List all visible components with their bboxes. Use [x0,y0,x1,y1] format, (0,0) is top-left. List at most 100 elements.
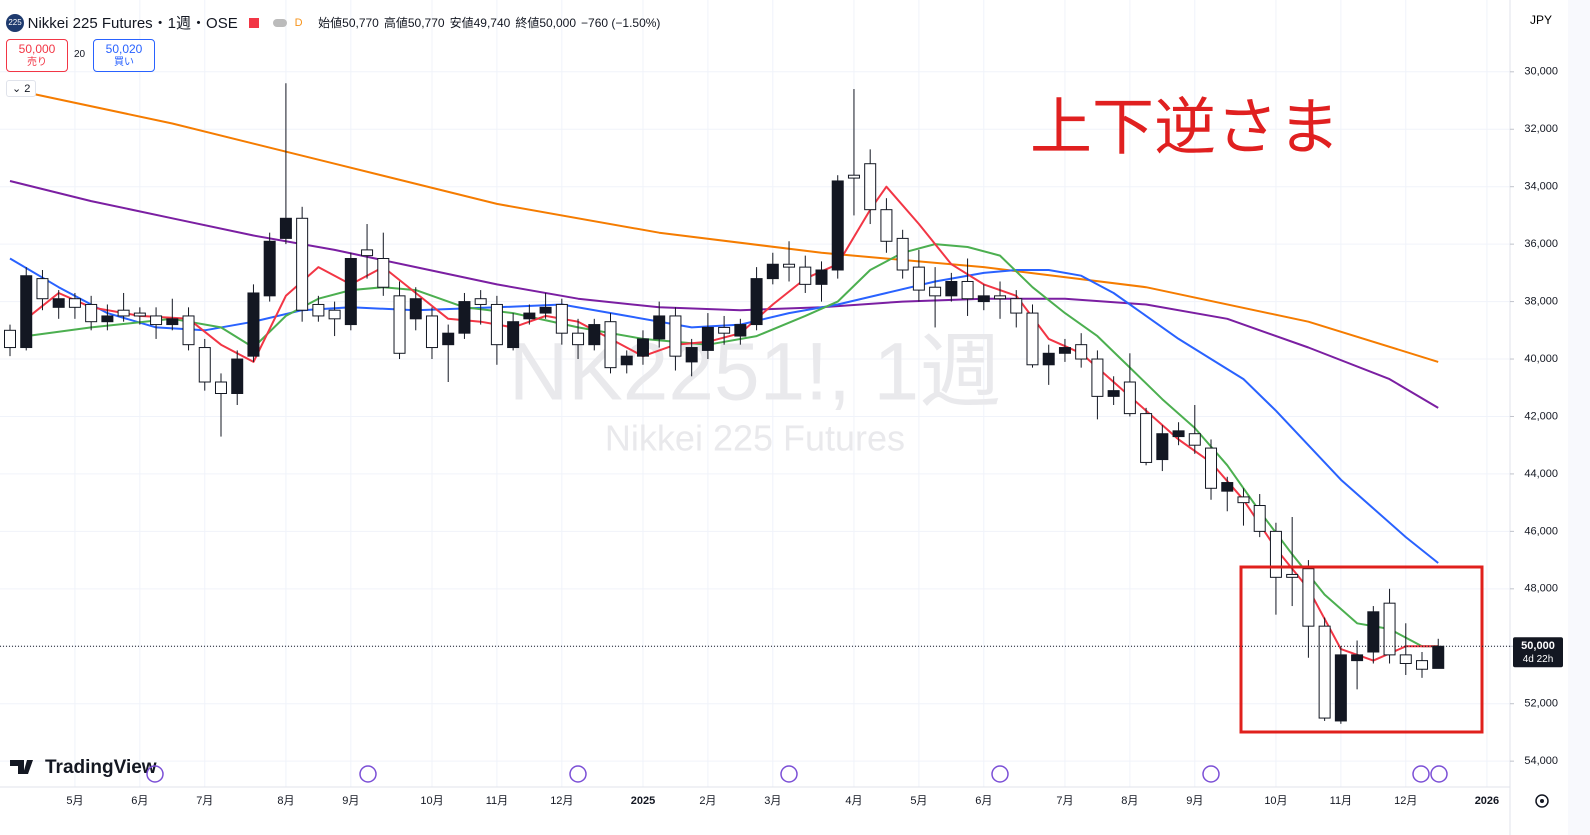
candle-body [1334,654,1347,722]
price-tag [1513,637,1563,668]
candle-body [1269,530,1282,578]
candle-body [20,275,33,349]
event-icon[interactable] [991,765,1009,783]
candle-body [458,301,471,334]
candle-body [68,298,81,308]
header: 225 Nikkei 225 Futures・1週・OSE D 始値50,770… [6,12,665,33]
price-tag-label: 50,000 [1521,640,1555,652]
candle-body [263,240,276,297]
event-icon[interactable] [1430,765,1448,783]
buy-button[interactable]: 50,020 買い [93,39,155,72]
candle-body [799,266,812,285]
candle-body [912,266,925,291]
delay-flag: D [294,16,303,29]
y-tick-label: 52,000 [1524,698,1558,710]
candle-body [425,315,438,349]
settings-icon[interactable] [1535,794,1549,808]
ma-line [9,180,1439,409]
brand-logo [10,760,33,774]
candle-body [166,318,179,326]
x-tick-label: 4月 [845,795,862,807]
x-tick-label: 12月 [1394,795,1417,807]
event-icon[interactable] [780,765,798,783]
x-tick-label: 5月 [910,795,927,807]
candle-body [474,298,487,305]
candle-body [945,280,958,297]
candle-body [1416,660,1429,670]
sell-price: 50,000 [18,42,56,56]
candle-body [831,180,844,271]
candle-body [1318,625,1331,719]
candle-body [1399,654,1412,664]
event-icon[interactable] [1202,765,1220,783]
x-tick-label: 5月 [66,795,83,807]
y-tick-label: 36,000 [1524,238,1558,250]
candle-body [1221,482,1234,492]
candle-body [117,309,130,317]
indicator-toggle[interactable]: ⌄ 2 [6,80,37,97]
flag-icon [249,17,260,28]
spread: 20 [74,49,86,60]
header-stat: −760 (−1.50%) [581,16,661,30]
candle-body [150,315,163,326]
event-icon[interactable] [1412,765,1430,783]
candle-body [182,315,195,346]
candle-body [1091,358,1104,397]
x-tick-label: 6月 [975,795,992,807]
header-stat: 安値49,740 [449,16,511,30]
y-tick-label: 34,000 [1524,181,1558,193]
x-tick-label: 7月 [1056,795,1073,807]
y-tick-label: 46,000 [1524,525,1558,537]
sell-button[interactable]: 50,000 売り [6,39,68,72]
candle-body [555,303,568,334]
event-icon[interactable] [569,765,587,783]
candle-body [377,258,390,288]
candle-body [231,358,244,394]
candle-body [133,312,146,317]
candle-body [1432,645,1445,669]
candle-body [52,298,65,308]
annotation-box [1239,565,1484,734]
annotation: 上下逆さま [1030,93,1340,162]
candle-body [766,263,779,280]
candle-body [701,326,714,351]
candle-body [198,347,211,383]
candle-body [896,237,909,271]
x-tick-label: 10月 [420,795,443,807]
header-stats: 始値50,770 高値50,770 安値49,740 終値50,000 −760 (−1… [318,16,665,30]
candle-body [4,329,16,349]
candle-body [977,295,990,303]
watermark-sub: Nikkei 225 Futures [605,418,905,459]
candle-body [994,295,1007,300]
candle-body [344,258,357,326]
x-tick-label: 6月 [131,795,148,807]
candle-body [815,269,828,285]
candle-body [1140,413,1153,463]
candle-body [328,309,341,320]
candle-body [636,338,649,357]
symbol-title[interactable]: Nikkei 225 Futures・1週・OSE [27,15,238,32]
x-tick-label: 12月 [550,795,573,807]
countdown-label: 4d 22h [1523,654,1554,665]
candle-body [312,303,325,317]
currency[interactable]: JPY [1530,13,1552,27]
candle-body [653,315,666,340]
ma-line [9,257,1439,564]
candle-body [361,249,374,257]
x-tick-label: 11月 [486,795,508,807]
candle-body [783,263,796,268]
candle-body [101,315,114,323]
candle-body [1302,568,1315,627]
x-tick-label: 7月 [196,795,213,807]
grid [0,0,1510,787]
right-strip [1568,0,1590,835]
candle-body [1286,573,1299,578]
candle-body [507,321,520,349]
candle-body [1058,347,1071,354]
x-tick-label: 10月 [1264,795,1287,807]
x-tick-label: 9月 [342,795,359,807]
candle-body [1042,352,1055,366]
buy-label: 買い [114,57,134,68]
candle-body [296,217,309,311]
